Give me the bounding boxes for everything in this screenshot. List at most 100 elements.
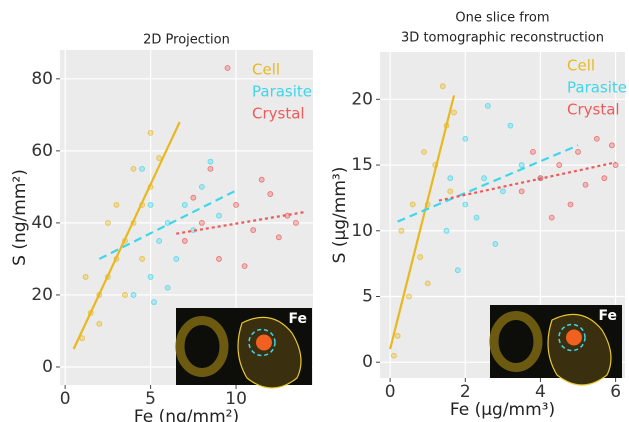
point bbox=[208, 166, 213, 171]
point bbox=[199, 220, 204, 225]
x-tick-label: 6 bbox=[610, 382, 621, 402]
point bbox=[448, 189, 453, 194]
chart-title: 3D tomographic reconstruction bbox=[401, 31, 604, 46]
point bbox=[268, 192, 273, 197]
legend-label: Cell bbox=[252, 61, 280, 79]
y-tick-label: 10 bbox=[351, 221, 373, 241]
point bbox=[83, 274, 88, 279]
point bbox=[399, 228, 404, 233]
point bbox=[455, 268, 460, 273]
x-tick-label: 0 bbox=[60, 389, 71, 409]
point bbox=[97, 321, 102, 326]
point bbox=[485, 103, 490, 108]
legend-label: Parasite bbox=[252, 83, 312, 101]
point bbox=[131, 292, 136, 297]
point bbox=[519, 189, 524, 194]
point bbox=[152, 300, 157, 305]
point bbox=[225, 66, 230, 71]
point bbox=[568, 202, 573, 207]
y-tick-label: 20 bbox=[31, 285, 53, 305]
point bbox=[448, 176, 453, 181]
x-tick-label: 10 bbox=[225, 389, 247, 409]
point bbox=[602, 176, 607, 181]
inset-hotspot bbox=[256, 335, 272, 351]
y-tick-label: 0 bbox=[42, 357, 53, 377]
x-tick-label: 0 bbox=[385, 382, 396, 402]
point bbox=[276, 235, 281, 240]
point bbox=[191, 195, 196, 200]
point bbox=[418, 255, 423, 260]
point bbox=[182, 202, 187, 207]
point bbox=[140, 256, 145, 261]
point bbox=[452, 110, 457, 115]
point bbox=[576, 149, 581, 154]
point bbox=[105, 220, 110, 225]
y-tick-label: 0 bbox=[362, 352, 373, 372]
x-axis-label: Fe (µg/mm³) bbox=[450, 400, 555, 420]
point bbox=[406, 294, 411, 299]
point bbox=[474, 215, 479, 220]
point bbox=[131, 166, 136, 171]
point bbox=[519, 163, 524, 168]
point bbox=[482, 176, 487, 181]
point bbox=[583, 182, 588, 187]
chart-title: 2D Projection bbox=[143, 33, 230, 48]
legend-label: Parasite bbox=[567, 79, 627, 97]
figure: 2D Projection0204060800510Fe (ng/mm²)S (… bbox=[0, 0, 629, 422]
point bbox=[395, 333, 400, 338]
point bbox=[594, 136, 599, 141]
y-tick-label: 40 bbox=[31, 213, 53, 233]
point bbox=[421, 149, 426, 154]
legend-label: Cell bbox=[567, 57, 595, 75]
point bbox=[148, 202, 153, 207]
inset-hotspot bbox=[566, 330, 582, 346]
point bbox=[148, 274, 153, 279]
chart-title: One slice from bbox=[455, 11, 549, 26]
point bbox=[440, 84, 445, 89]
x-tick-label: 2 bbox=[460, 382, 471, 402]
point bbox=[549, 215, 554, 220]
point bbox=[199, 184, 204, 189]
x-tick-label: 4 bbox=[535, 382, 546, 402]
point bbox=[391, 353, 396, 358]
point bbox=[500, 189, 505, 194]
x-tick-label: 5 bbox=[145, 389, 156, 409]
x-axis-label: Fe (ng/mm²) bbox=[134, 407, 239, 422]
y-axis-label: S (µg/mm³) bbox=[330, 167, 350, 264]
point bbox=[251, 228, 256, 233]
point bbox=[174, 256, 179, 261]
point bbox=[157, 238, 162, 243]
legend-label: Crystal bbox=[252, 105, 305, 123]
y-tick-label: 60 bbox=[31, 141, 53, 161]
point bbox=[216, 213, 221, 218]
y-axis-label: S (ng/mm²) bbox=[10, 169, 30, 266]
point bbox=[208, 159, 213, 164]
point bbox=[165, 285, 170, 290]
y-tick-label: 20 bbox=[351, 89, 373, 109]
y-tick-label: 80 bbox=[31, 69, 53, 89]
legend-label: Crystal bbox=[567, 101, 620, 119]
point bbox=[259, 177, 264, 182]
point bbox=[182, 238, 187, 243]
point bbox=[122, 292, 127, 297]
y-tick-label: 5 bbox=[362, 287, 373, 307]
point bbox=[493, 241, 498, 246]
point bbox=[463, 136, 468, 141]
point bbox=[444, 228, 449, 233]
point bbox=[216, 256, 221, 261]
point bbox=[410, 202, 415, 207]
inset-label: Fe bbox=[289, 311, 308, 327]
point bbox=[234, 202, 239, 207]
point bbox=[557, 163, 562, 168]
y-tick-label: 15 bbox=[351, 155, 373, 175]
point bbox=[148, 130, 153, 135]
point bbox=[114, 202, 119, 207]
point bbox=[293, 220, 298, 225]
point bbox=[242, 264, 247, 269]
point bbox=[425, 281, 430, 286]
point bbox=[530, 149, 535, 154]
point bbox=[508, 123, 513, 128]
inset-label: Fe bbox=[599, 308, 618, 324]
point bbox=[609, 143, 614, 148]
point bbox=[463, 202, 468, 207]
